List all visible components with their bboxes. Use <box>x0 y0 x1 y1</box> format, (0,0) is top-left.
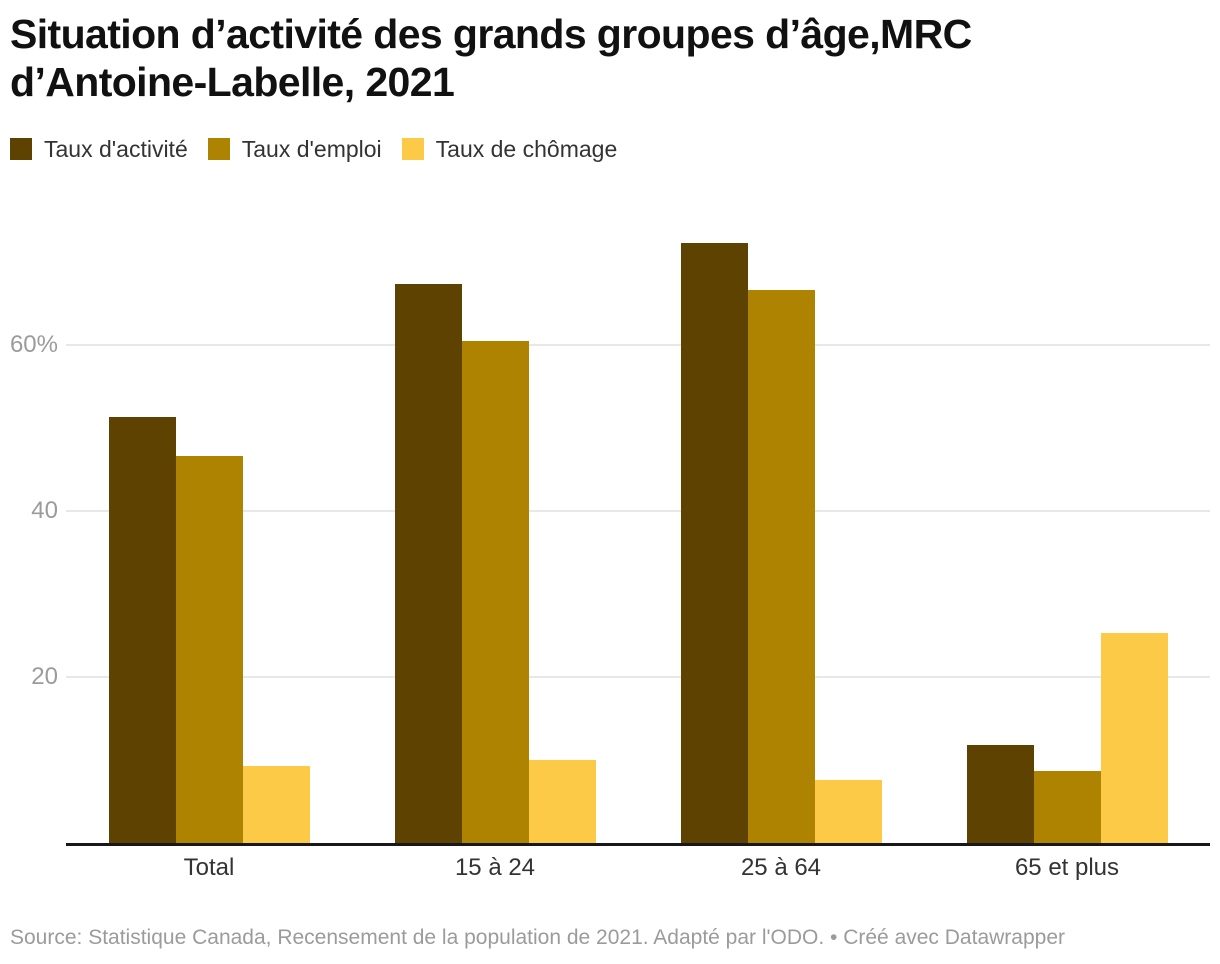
bar-group <box>680 243 882 843</box>
chart-title: Situation d’activité des grands groupes … <box>10 10 1210 106</box>
gridline-60 <box>66 344 1210 347</box>
bar-group-cell <box>352 200 638 843</box>
y-tick-label-60: 60% <box>9 331 58 359</box>
bar[interactable] <box>394 284 462 843</box>
bar[interactable] <box>966 745 1034 843</box>
bar[interactable] <box>747 290 815 843</box>
bar-groups <box>66 200 1210 843</box>
bar[interactable] <box>528 760 596 843</box>
bar[interactable] <box>242 766 310 843</box>
x-axis-label: 65 et plus <box>1014 854 1120 881</box>
gridline-40 <box>66 510 1210 513</box>
x-axis-label: Total <box>183 854 235 881</box>
legend-swatch-taux-chomage <box>401 138 424 160</box>
legend-item-taux-chomage: Taux de chômage <box>401 136 618 162</box>
source-note: Source: Statistique Canada, Recensement … <box>10 926 1065 949</box>
bar[interactable] <box>1100 633 1168 843</box>
bar[interactable] <box>461 341 529 843</box>
plot-area: 20 40 60% <box>10 200 1210 843</box>
x-axis-line <box>66 843 1210 846</box>
legend-label: Taux de chômage <box>435 136 618 162</box>
bar[interactable] <box>1033 771 1101 843</box>
chart-title-line-2: d’Antoine-Labelle, 2021 <box>10 59 455 105</box>
bar[interactable] <box>175 456 243 843</box>
y-tick-label-20: 20 <box>31 663 58 691</box>
legend: Taux d'activité Taux d'emploi Taux de ch… <box>10 136 1210 162</box>
bar-group <box>108 417 310 843</box>
bar-group-cell <box>66 200 352 843</box>
bar[interactable] <box>814 780 882 843</box>
bar-group <box>966 633 1168 843</box>
legend-swatch-taux-activite <box>10 138 32 160</box>
bar-group-cell <box>924 200 1210 843</box>
bar[interactable] <box>108 417 176 843</box>
bar[interactable] <box>680 243 748 843</box>
x-axis-label: 15 à 24 <box>454 854 536 881</box>
x-axis-labels: Total 15 à 24 25 à 64 65 et plus <box>66 855 1210 881</box>
legend-label: Taux d'emploi <box>241 136 382 162</box>
legend-label: Taux d'activité <box>44 136 188 162</box>
legend-swatch-taux-emploi <box>207 138 230 160</box>
gridline-20 <box>66 676 1210 679</box>
x-axis-label: 25 à 64 <box>740 854 822 881</box>
chart-title-line-1: Situation d’activité des grands groupes … <box>10 11 972 57</box>
y-tick-label-40: 40 <box>31 497 58 525</box>
bar-chart: 20 40 60% Total 15 à 24 25 à 64 65 et plus <box>10 200 1210 881</box>
bar-group-cell <box>638 200 924 843</box>
legend-item-taux-emploi: Taux d'emploi <box>207 136 382 162</box>
legend-item-taux-activite: Taux d'activité <box>10 136 188 162</box>
bar-group <box>394 284 596 843</box>
